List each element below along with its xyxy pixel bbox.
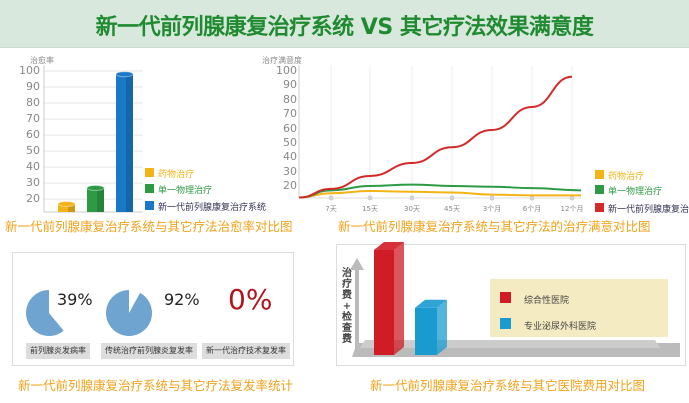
axis-char: 检 [342,312,352,323]
y-tick-label: 100 [276,64,297,77]
cost-bar-top [415,299,447,308]
x-tick-label: 45天 [444,205,460,213]
legend-label: 单一物理治疗 [158,186,213,196]
y-tick-label: 30 [26,176,40,190]
legend-label: 药物治疗 [608,172,645,182]
legend-label-general: 综合性医院 [524,296,570,306]
legend-label-specialist: 专业泌尿外科医院 [524,322,597,332]
legend-swatch [145,201,154,210]
y-tick-label: 40 [283,150,297,164]
legend-swatch [595,203,604,212]
bar-shade [126,74,133,212]
pie-1 [106,290,153,336]
y-tick-label: 90 [26,80,40,94]
cost-axis-label: 治疗费 + 检查费 [341,268,353,345]
series-line-0 [298,190,581,199]
y-tick-label: 40 [26,160,40,174]
cost-bar-side [437,299,447,355]
pie1-label: 前列腺炎发病率 [26,343,90,359]
y-tick-label: 20 [26,192,40,206]
bar-shade [68,203,75,212]
bar-cap [115,71,134,78]
cost-panel [336,244,686,366]
y-tick-label: 20 [283,179,297,192]
x-tick-label: 15天 [362,205,378,213]
pie3-value: 0% [228,283,273,316]
cost-legend-box [490,279,668,337]
axis-char: 疗 [342,279,352,290]
y-tick-label: 100 [19,64,40,77]
floor-top [360,340,660,348]
chart2-ylabel: 治疗满意度 [262,56,302,65]
chart1-caption: 新一代前列腺康复治疗系统与其它疗法治愈率对比图 [5,219,293,234]
legend-swatch-specialist [500,318,511,329]
y-tick-label: 60 [26,128,40,142]
x-tick-label: 6个月 [522,205,542,213]
pie-0 [25,290,64,336]
y-tick-label: 50 [26,144,40,158]
chart4-caption: 新一代前列腺康复治疗系统与其它医院费用对比图 [370,378,646,393]
series-line-2 [298,75,573,199]
pie2-value: 92% [164,290,200,309]
legend-label: 新一代前列腺康复治疗系统 [158,203,267,213]
chart3-caption: 新一代前列腺康复治疗系统与其它疗法复发率统计 [18,378,294,393]
bar-2 [116,74,133,212]
legend-swatch [145,184,154,193]
bar-cap [86,184,105,191]
legend-label: 药物治疗 [158,170,195,180]
axis-char: + [342,301,352,312]
axis-char: 费 [342,334,352,345]
axis-char: 治 [342,268,352,279]
y-tick-label: 70 [26,112,40,126]
bar-cap [57,200,76,207]
cure-rate-bar-chart [43,65,143,213]
pie2-label: 传统治疗前列腺炎复发率 [101,343,197,359]
chart2-caption: 新一代前列腺康复治疗系统与其它疗法的治疗满意对比图 [338,219,651,234]
legend-swatch [145,168,154,177]
x-tick-label: 30天 [404,205,420,213]
arrow-head [350,258,364,270]
page-title: 新一代前列腺康复治疗系统 VS 其它疗法效果满意度 [95,15,594,40]
y-tick-label: 50 [283,135,297,149]
header-banner [0,0,689,48]
recurrence-pies [25,290,153,336]
bar-shade [97,187,104,212]
pie3-label: 新一代治疗技术复发率 [202,343,290,359]
x-tick-label: 3个月 [482,205,502,213]
y-tick-label: 90 [283,78,297,92]
x-tick-label: 12个月 [560,205,584,213]
legend-label: 单一物理治疗 [608,187,663,197]
y-tick-label: 80 [26,96,40,110]
cost-bar-side [394,242,404,355]
recurrence-panel [12,252,294,366]
series-line-1 [298,183,582,199]
y-tick-label: 70 [283,107,297,121]
cost-bar-0 [374,250,394,355]
satisfaction-line-chart [298,65,582,201]
legend-label: 新一代前列腺康复治疗系统 [608,205,689,215]
bar-1 [87,187,104,212]
y-tick-label: 80 [283,92,297,106]
legend-swatch [595,185,604,194]
pie1-value: 39% [57,290,93,309]
chart1-ylabel: 治愈率 [30,56,54,65]
axis-char: 查 [342,323,352,334]
cost-bar-chart [350,242,680,357]
legend-swatch [595,170,604,179]
bar-0 [58,203,75,212]
legend-swatch-general [500,292,511,303]
y-tick-label: 60 [283,121,297,135]
cost-bar-top [374,242,404,250]
cost-bar-1 [415,307,437,355]
x-tick-label: 7天 [325,205,337,213]
y-tick-label: 30 [283,164,297,178]
axis-char: 费 [342,290,352,301]
